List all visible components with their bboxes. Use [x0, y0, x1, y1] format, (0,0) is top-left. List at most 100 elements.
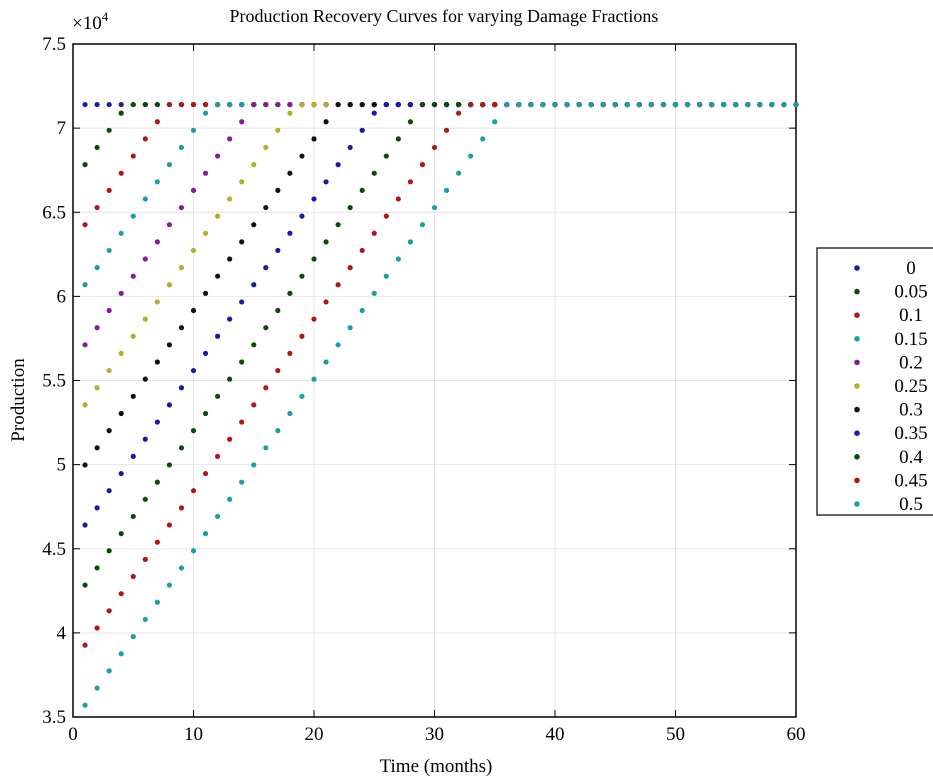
data-point: [190, 127, 197, 133]
data-point: [118, 110, 124, 116]
data-point: [419, 101, 426, 108]
legend-marker: [854, 454, 860, 460]
data-point: [106, 187, 112, 193]
series-0.4: [82, 101, 799, 588]
data-point: [263, 385, 269, 391]
legend-marker: [854, 406, 860, 413]
data-point: [178, 265, 185, 271]
data-point: [239, 359, 245, 365]
data-point: [142, 196, 148, 202]
data-point: [323, 239, 329, 245]
data-point: [154, 101, 160, 108]
data-point: [154, 599, 160, 605]
data-point: [287, 410, 293, 417]
legend-label: 0.45: [894, 470, 927, 491]
series-0.15: [82, 101, 799, 288]
data-point: [275, 127, 281, 133]
legend-box: [816, 247, 933, 516]
data-point: [202, 170, 209, 176]
data-point: [733, 101, 739, 108]
data-point: [118, 651, 124, 657]
data-point: [419, 222, 426, 228]
data-point: [383, 153, 389, 159]
data-point: [492, 119, 498, 125]
data-point: [648, 101, 655, 108]
data-point: [407, 101, 413, 108]
data-point: [287, 170, 293, 176]
data-point: [299, 393, 305, 399]
data-point: [130, 101, 136, 108]
y-tick-label: 5.5: [42, 371, 66, 392]
data-point: [202, 531, 209, 537]
data-point: [166, 462, 172, 468]
data-point: [263, 144, 269, 151]
data-point: [275, 247, 281, 254]
data-point: [251, 222, 257, 228]
data-point: [202, 110, 209, 116]
data-point: [142, 376, 148, 382]
x-tick-labels: 0 10 20 30 40 50 60: [68, 724, 805, 745]
y-tick-label: 5: [57, 455, 67, 476]
data-point: [190, 548, 197, 554]
data-point: [311, 136, 317, 142]
data-point: [528, 101, 534, 108]
data-point: [239, 419, 245, 425]
data-point: [94, 144, 100, 151]
y-exponent-label: ×104: [72, 9, 109, 34]
y-tick-label: 6.5: [42, 202, 66, 223]
data-point: [215, 153, 221, 159]
data-point: [130, 393, 136, 399]
data-point: [130, 513, 136, 520]
data-point: [94, 265, 100, 271]
legend-label: 0.25: [894, 376, 927, 397]
data-point: [576, 101, 582, 108]
data-point: [142, 136, 148, 142]
data-point: [395, 136, 401, 142]
series-0.35: [82, 101, 799, 528]
y-tick-label: 4.5: [42, 539, 66, 560]
data-point: [335, 342, 341, 348]
data-point: [94, 204, 100, 211]
data-point: [227, 436, 233, 442]
data-point: [323, 299, 329, 305]
data-point: [130, 273, 136, 279]
data-point: [118, 410, 124, 417]
data-point: [94, 101, 100, 108]
data-point: [190, 187, 197, 193]
legend-marker: [854, 477, 860, 484]
data-point: [178, 565, 185, 571]
data-point: [251, 282, 257, 288]
data-point: [251, 342, 257, 348]
data-point: [130, 213, 136, 219]
data-point: [142, 496, 148, 502]
data-point: [154, 539, 160, 545]
legend-entry: 0.05: [854, 282, 928, 303]
data-point: [94, 505, 100, 511]
legend-label: 0.3: [899, 400, 923, 421]
data-point: [275, 187, 281, 193]
legend-marker: [854, 265, 860, 271]
x-tick-label: 10: [184, 724, 203, 745]
data-point: [166, 522, 172, 528]
legend: 0 0.050.1 0.150.2 0.25 0.30.35 0.40.45 0.5: [816, 247, 933, 516]
data-point: [757, 101, 763, 108]
legend-entry: 0.1: [854, 305, 923, 326]
data-point: [82, 522, 88, 528]
data-point: [82, 402, 88, 408]
data-point: [178, 445, 185, 451]
data-point: [190, 428, 197, 434]
data-point: [395, 256, 401, 262]
data-point: [745, 101, 751, 108]
data-point: [323, 119, 329, 125]
legend-label: 0.05: [894, 282, 927, 303]
series-0.45: [82, 101, 799, 648]
data-point: [359, 127, 365, 133]
y-tick-label: 3.5: [42, 707, 66, 728]
data-point: [456, 170, 462, 176]
legend-label: 0.35: [894, 423, 927, 444]
data-point: [215, 213, 221, 219]
data-point: [227, 196, 233, 202]
data-point: [407, 239, 413, 245]
data-point: [299, 273, 305, 279]
